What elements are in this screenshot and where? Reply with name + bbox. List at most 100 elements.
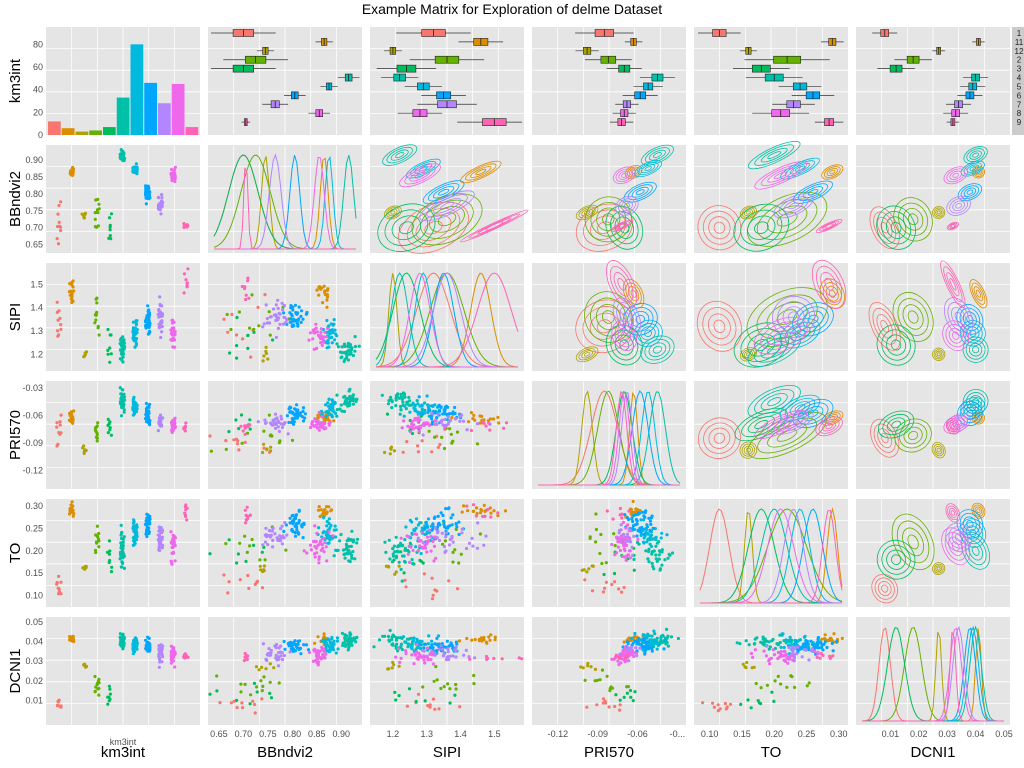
point-8: [410, 653, 414, 657]
contour-12: [583, 210, 591, 215]
point-12: [265, 448, 269, 452]
point-5: [641, 540, 646, 544]
point-6: [284, 523, 288, 527]
point-3: [602, 572, 606, 577]
point-12: [585, 570, 589, 574]
point-6: [645, 644, 650, 648]
point-6: [430, 528, 434, 532]
point-6: [148, 402, 152, 406]
point-3: [108, 687, 112, 691]
point-8: [622, 544, 626, 548]
contour-11: [475, 168, 487, 176]
point-4: [121, 540, 125, 545]
contour-7: [623, 203, 631, 209]
point-1: [59, 705, 63, 709]
point-8: [764, 654, 769, 658]
tick-label: 1.3: [30, 326, 43, 336]
point-4: [658, 567, 663, 571]
point-1: [56, 212, 60, 216]
point-6: [450, 644, 454, 648]
point-6: [147, 405, 151, 409]
contour-12: [581, 350, 593, 359]
point-8: [620, 554, 625, 559]
point-4: [343, 636, 347, 640]
tick-label: 20: [33, 107, 43, 117]
point-6: [831, 649, 835, 653]
y-axis-label-TO: TO: [7, 543, 24, 564]
point-8: [317, 428, 321, 432]
point-4: [121, 404, 125, 408]
point-5: [630, 636, 634, 640]
point-8: [623, 645, 627, 650]
point-8: [313, 417, 317, 421]
point-2: [440, 435, 444, 439]
contour-4: [965, 392, 986, 412]
point-1: [711, 701, 715, 705]
point-2: [93, 689, 97, 693]
x-axis-label-BBndvi2: BBndvi2: [257, 744, 313, 761]
point-6: [147, 647, 151, 651]
contour-4: [965, 339, 986, 360]
point-6: [444, 507, 448, 511]
point-11: [471, 509, 476, 513]
point-8: [319, 330, 323, 334]
point-7: [261, 543, 265, 547]
facet-strip-label: 5: [1017, 82, 1022, 91]
point-1: [58, 423, 62, 427]
point-6: [146, 518, 150, 522]
point-5: [427, 634, 431, 638]
point-6: [146, 315, 150, 319]
point-7: [446, 415, 450, 419]
contour-9: [824, 277, 834, 291]
contour-11: [624, 165, 643, 179]
contour-2: [898, 422, 928, 449]
point-6: [425, 525, 429, 529]
point-5: [646, 532, 650, 536]
point-7: [264, 526, 268, 530]
point-2: [284, 548, 288, 552]
point-11: [473, 637, 477, 642]
tick-label: 1.2: [30, 349, 43, 359]
point-2: [245, 431, 250, 435]
point-7: [439, 644, 443, 648]
point-3: [260, 550, 264, 554]
contour-12: [936, 447, 941, 453]
contour-3: [754, 420, 769, 429]
point-5: [425, 394, 429, 398]
point-11: [483, 509, 487, 513]
point-3: [109, 237, 113, 241]
point-7: [286, 432, 290, 436]
point-6: [148, 330, 152, 335]
point-8: [622, 537, 626, 541]
point-8: [610, 657, 614, 661]
contour-5: [414, 163, 433, 174]
point-4: [399, 642, 403, 646]
point-5: [326, 643, 330, 647]
point-5: [650, 634, 654, 638]
contour-9: [947, 420, 959, 433]
point-4: [407, 550, 411, 554]
point-3: [612, 571, 617, 576]
point-8: [309, 425, 313, 430]
point-8: [313, 555, 317, 559]
point-6: [457, 532, 461, 537]
point-5: [651, 638, 656, 643]
point-2: [94, 548, 98, 552]
point-8: [431, 539, 435, 544]
point-3: [208, 692, 212, 696]
point-1: [604, 580, 609, 584]
point-11: [492, 509, 496, 513]
point-4: [388, 557, 392, 561]
point-2: [248, 326, 252, 330]
point-6: [297, 305, 301, 309]
point-3: [106, 431, 110, 435]
contour-6: [956, 303, 984, 335]
point-8: [320, 343, 324, 347]
point-4: [663, 558, 667, 562]
point-8: [311, 539, 316, 544]
point-8: [415, 642, 419, 647]
point-1: [433, 707, 437, 711]
contour-9: [818, 220, 840, 232]
point-4: [335, 342, 339, 346]
point-8: [619, 534, 624, 538]
